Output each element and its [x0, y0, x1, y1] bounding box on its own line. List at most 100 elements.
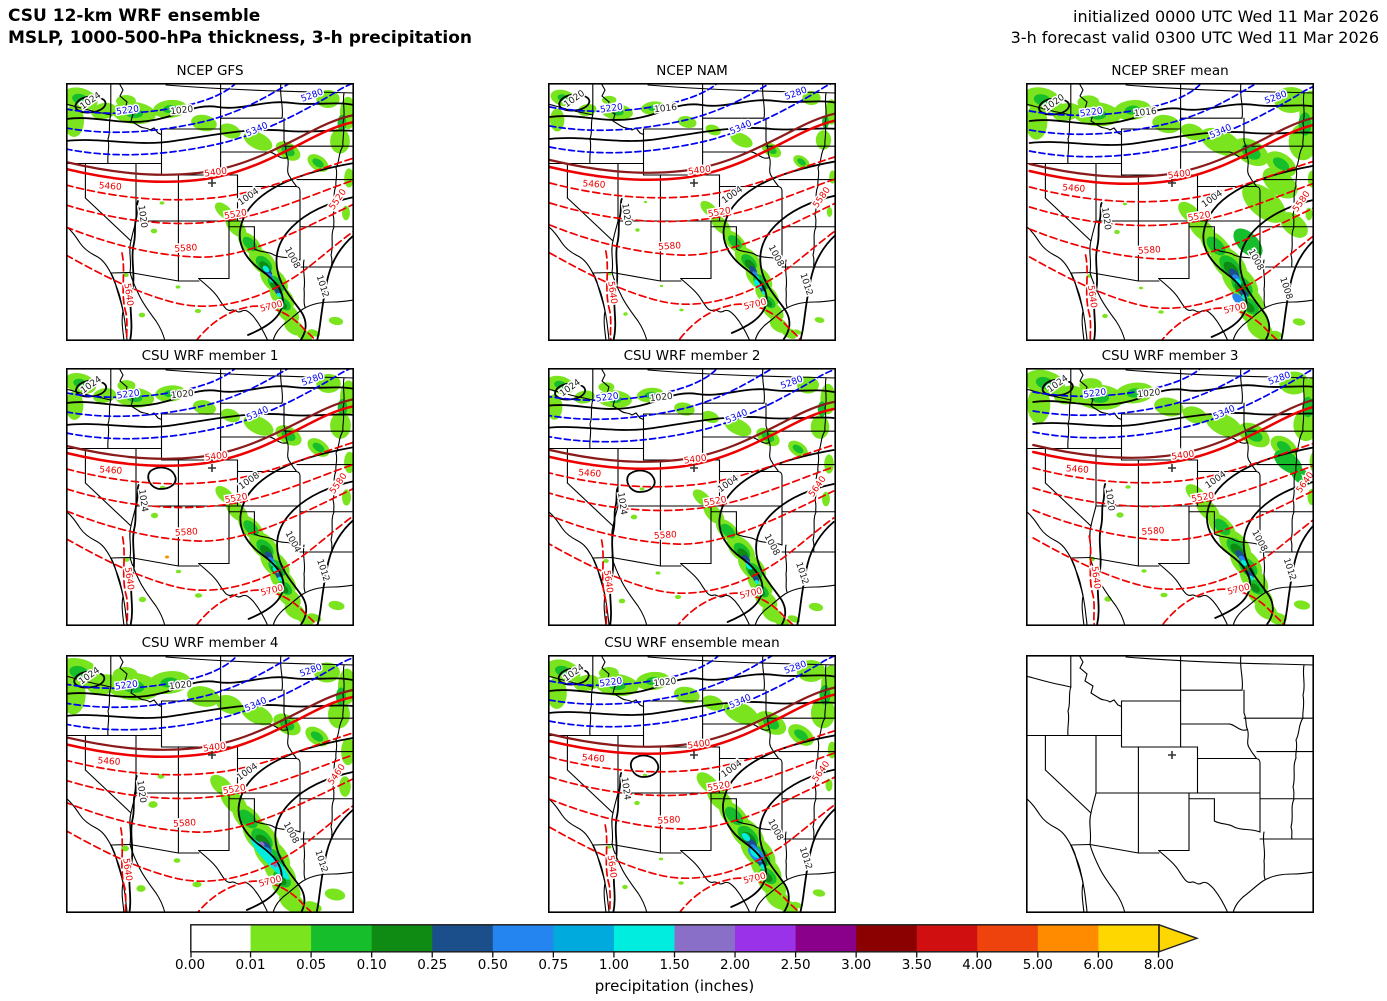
panel-empty-map [1026, 655, 1314, 913]
precip-area [1271, 330, 1283, 338]
precip-area [1242, 183, 1286, 223]
mslp-contour [66, 676, 354, 698]
precip-area [1293, 600, 1311, 610]
mslp-contour [66, 129, 354, 144]
colorbar-tick-label: 4.00 [962, 957, 993, 973]
state-line [220, 723, 289, 731]
thickness-contours-blue [548, 369, 835, 443]
state-line [1232, 584, 1314, 626]
contour-label: 1020 [134, 780, 147, 804]
thickness-contour-blue [66, 657, 354, 731]
weather-map: 1024 102010201004101210085220528053405400… [1026, 368, 1314, 626]
thickness-contour-red [66, 441, 354, 485]
state-line [129, 271, 166, 341]
precip-area [250, 838, 290, 880]
state-line [1089, 843, 1139, 854]
panel-frame [1026, 655, 1314, 913]
precip-area [815, 130, 832, 150]
state-line [548, 225, 594, 274]
contour-label: 5640 [121, 283, 134, 307]
precip-area [1233, 228, 1263, 258]
thickness-contour-red [195, 589, 318, 626]
state-line [332, 757, 337, 800]
thickness-contour-red [548, 802, 836, 879]
thickness-contour-blue [66, 657, 236, 690]
state-boundaries [1026, 83, 1314, 341]
state-line [812, 226, 817, 268]
state-line [1255, 757, 1261, 833]
precip-area [602, 95, 617, 105]
state-line [286, 156, 298, 188]
contour-label: 5640 [120, 858, 133, 882]
state-line [335, 430, 344, 472]
state-line [1255, 470, 1261, 546]
panel-frame [66, 83, 354, 341]
state-line [1262, 259, 1266, 308]
state-line [118, 83, 140, 127]
precip-area [741, 832, 751, 842]
state-line [332, 470, 337, 513]
mslp-contour [66, 413, 354, 428]
precip-area [330, 412, 351, 439]
precip-area [1114, 229, 1120, 235]
state-line [272, 871, 354, 913]
precip-area [643, 200, 648, 204]
thickness-contour-red [678, 877, 801, 913]
state-line [335, 145, 344, 187]
state-line [592, 271, 613, 274]
state-line [129, 556, 179, 567]
thickness-5400 [66, 404, 354, 468]
thickness-contour-red [119, 827, 127, 913]
colorbar-tick-label: 0.01 [235, 957, 266, 973]
colorbar-segment [250, 924, 312, 952]
panel-frame [1026, 83, 1314, 341]
state-line [1246, 441, 1258, 473]
contour-label: 5220 [116, 104, 140, 117]
thickness-contour-red [66, 514, 354, 591]
precip-area [711, 215, 731, 235]
state-line [1292, 757, 1297, 800]
colorbar-tick-label: 8.00 [1143, 957, 1174, 973]
thickness-contour-red [66, 230, 354, 307]
precip-area [1292, 318, 1306, 326]
mslp-contour [316, 518, 354, 626]
state-line [129, 843, 179, 854]
state-line [762, 655, 765, 691]
state-line [647, 656, 836, 666]
thickness-contour-red [196, 880, 314, 913]
mslp-contour [129, 200, 139, 341]
thickness-contour-red [548, 466, 835, 512]
state-line [1044, 482, 1092, 527]
mslp-contour [1283, 523, 1314, 625]
thickness-contour-red [66, 732, 354, 776]
precip-area [262, 265, 270, 273]
precip-area [1273, 612, 1287, 622]
precip-area [550, 108, 565, 132]
thickness-contour-blue [548, 369, 717, 402]
contour-label: 5580 [173, 818, 197, 830]
precip-area [194, 309, 202, 313]
state-line [1302, 664, 1305, 719]
thickness-aux-line [548, 400, 835, 463]
state-line [1246, 728, 1258, 760]
state-line [620, 410, 645, 421]
thickness-contour-red [548, 490, 835, 545]
weather-map-wrap: 1024 1020 1020 1004 1012 1008 5220 5280 5340 5400… [66, 655, 354, 913]
precip-area [344, 451, 354, 474]
precip-area [674, 402, 695, 416]
state-line [592, 843, 613, 846]
state-line [824, 377, 827, 432]
weather-map-wrap: 1020 1016 1020 1004 1008 1008 5220 5280 5340 5400… [1026, 83, 1314, 341]
state-line [702, 436, 771, 444]
state-line [566, 197, 614, 242]
contour-label: 5460 [582, 753, 606, 765]
state-line [710, 511, 737, 535]
state-line [1044, 197, 1092, 242]
mslp-contours [1028, 97, 1314, 341]
colorbar-segment [674, 924, 736, 952]
state-line [1232, 299, 1314, 341]
state-line [302, 831, 306, 880]
precip-area [310, 731, 324, 742]
state-line [814, 185, 819, 228]
mslp-contour [1028, 131, 1314, 146]
